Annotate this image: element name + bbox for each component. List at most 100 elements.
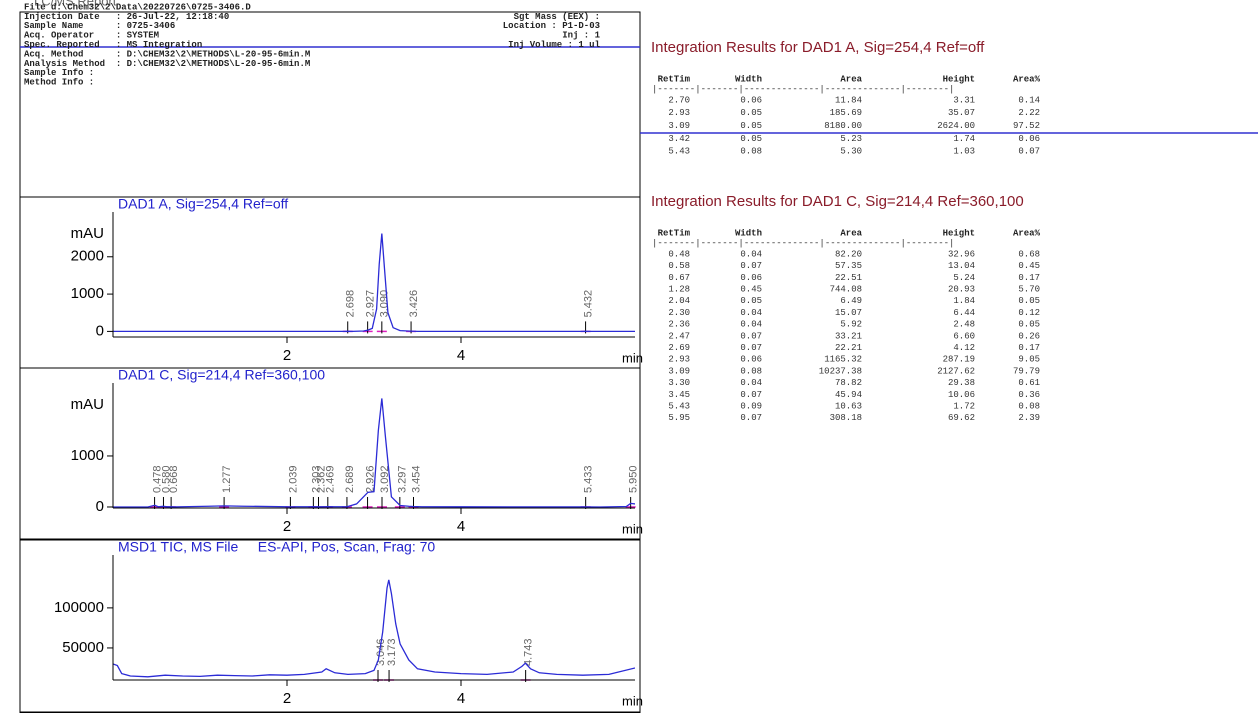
peak-label: 2.039 [287,465,299,493]
table-cell: 0.07 [740,331,762,341]
table-cell: 6.49 [840,296,862,306]
table-cell: 0.07 [1018,147,1040,157]
column-header: Area [840,74,862,84]
info-line: Injection Date : 26-Jul-22, 12:18:40 [24,12,229,22]
column-header: Height [943,74,975,84]
peak-label: 3.297 [397,465,409,493]
y-axis-label: mAU [71,396,104,413]
chart-title: DAD1 A, Sig=254,4 Ref=off [118,196,288,212]
table-cell: 3.45 [668,390,690,400]
table-cell: 1.72 [953,401,975,411]
table-cell: 0.08 [740,366,762,376]
table-cell: 10.63 [835,401,862,411]
table-cell: 5.70 [1018,284,1040,294]
table-cell: 287.19 [943,355,975,365]
table-cell: 2.22 [1018,108,1040,118]
info-line: Sample Name : 0725-3406 [24,21,175,31]
table-cell: 2.47 [668,331,690,341]
table-cell: 0.14 [1018,95,1040,105]
table-cell: 2.69 [668,343,690,353]
column-header: Area [840,228,862,238]
table-cell: 10237.38 [819,366,862,376]
trace [113,398,635,508]
table-cell: 1.03 [953,147,975,157]
table-cell: 0.09 [740,401,762,411]
info-line: Acq. Method : D:\CHEM32\2\METHODS\L-20-9… [24,49,310,59]
trace [113,233,635,333]
table-cell: 3.30 [668,378,690,388]
table-cell: 29.38 [948,378,975,388]
table-cell: 0.12 [1018,308,1040,318]
column-header: Width [735,228,762,238]
table-cell: 0.08 [740,147,762,157]
table-cell: 0.06 [740,95,762,105]
info-line: Analysis Method : D:\CHEM32\2\METHODS\L-… [24,59,310,69]
table-cell: 1.74 [953,134,975,144]
peak-label: 5.950 [628,465,640,493]
x-axis-label: min [622,521,643,536]
table-cell: 0.08 [1018,401,1040,411]
table-cell: 0.45 [740,284,762,294]
info-line: Sample Info : [24,68,94,78]
table-cell: 0.06 [740,273,762,283]
peak-label: 1.277 [221,465,233,493]
x-axis-label: min [622,693,643,708]
table-cell: 0.04 [740,249,762,259]
table-cell: 6.60 [953,331,975,341]
peak-label: 2.927 [365,290,377,318]
table-cell: 2.39 [1018,413,1040,423]
table-cell: 22.21 [835,343,862,353]
table-cell: 744.08 [830,284,862,294]
table-cell: 0.48 [668,249,690,259]
x-axis-label: min [622,350,643,365]
table-cell: 0.58 [668,261,690,271]
table-cell: 2.48 [953,320,975,330]
peak-label: 2.698 [345,290,357,318]
table-cell: 0.67 [668,273,690,283]
column-header: Width [735,74,762,84]
table-cell: 2.70 [668,95,690,105]
chart-title: DAD1 C, Sig=214,4 Ref=360,100 [118,367,325,383]
info-line: Spec. Reported : MS Integration [24,40,202,50]
table-cell: 79.79 [1013,366,1040,376]
table-cell: 6.44 [953,308,975,318]
trace [113,579,635,678]
table-separator: |-------|-------|--------------|--------… [652,238,954,248]
table-cell: 308.18 [830,413,862,423]
column-header: RetTim [658,228,691,238]
table-cell: 22.51 [835,273,862,283]
x-tick-label: 2 [283,518,291,535]
table-cell: 0.05 [740,296,762,306]
table-cell: 5.30 [840,147,862,157]
table-cell: 5.23 [840,134,862,144]
table-cell: 78.82 [835,378,862,388]
table-cell: 32.96 [948,249,975,259]
table-cell: 9.05 [1018,355,1040,365]
table-cell: 0.05 [740,108,762,118]
table-cell: 3.42 [668,134,690,144]
peak-label: 2.362 [315,465,327,493]
table-cell: 1.84 [953,296,975,306]
table-cell: 0.04 [740,320,762,330]
chart-frame [19,367,641,540]
table-cell: 0.17 [1018,343,1040,353]
column-header: Height [943,228,975,238]
peak-label: 5.433 [583,465,595,493]
y-axis-label: mAU [71,225,104,242]
table-cell: 2.93 [668,355,690,365]
table-cell: 0.05 [740,121,762,131]
table-cell: 3.09 [668,121,690,131]
peak-label: 2.469 [325,465,337,493]
info-line: File d:\Chem32\2\Data\20220726\0725-3406… [24,2,251,12]
peak-label: 3.426 [408,290,420,318]
report-title: LC/MS Report [34,0,117,8]
table-cell: 0.07 [740,261,762,271]
table-cell: 11.84 [835,95,862,105]
table-cell: 35.07 [948,108,975,118]
peak-label: 0.580 [160,465,172,493]
column-header: Area% [1013,228,1041,238]
table-cell: 0.45 [1018,261,1040,271]
chart-frame [19,539,641,713]
table-cell: 0.07 [740,390,762,400]
